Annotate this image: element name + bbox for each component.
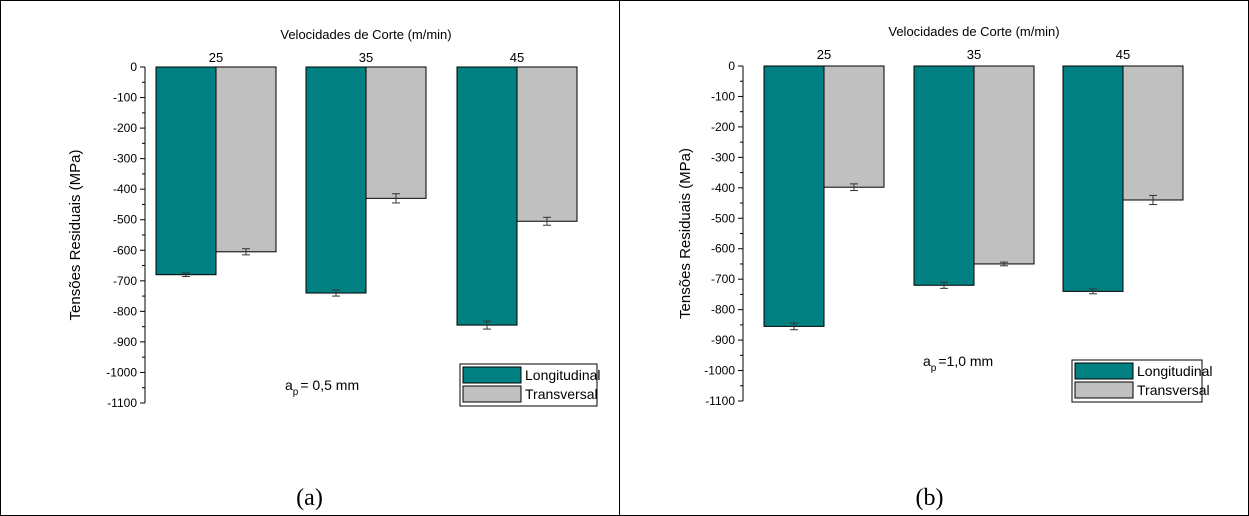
panel-b-caption: (b) xyxy=(915,485,944,511)
y-tick-label: -400 xyxy=(711,181,735,195)
legend-swatch-longitudinal xyxy=(462,366,522,384)
y-tick-label: -300 xyxy=(711,150,735,164)
legend-label: Longitudinal xyxy=(1137,363,1213,379)
annotation-value: = 0,5 mm xyxy=(300,377,359,393)
bar-transversal xyxy=(1122,65,1184,201)
y-tick-label: -900 xyxy=(711,333,735,347)
legend-swatch-transversal xyxy=(462,385,522,403)
y-tick-label: 0 xyxy=(130,60,137,74)
bar-transversal xyxy=(516,66,578,222)
bar-longitudinal xyxy=(913,65,975,286)
y-tick-label: -1100 xyxy=(107,396,137,410)
bar-longitudinal xyxy=(155,66,217,276)
annotation-subscript: p xyxy=(293,387,299,398)
category-label: 45 xyxy=(510,50,524,65)
annotation-symbol: a xyxy=(285,377,293,393)
y-tick-label: -1000 xyxy=(106,365,137,379)
category-label: 45 xyxy=(1116,47,1130,62)
legend-label: Transversal xyxy=(1137,382,1210,398)
legend-label: Transversal xyxy=(525,386,598,402)
y-tick-label: -900 xyxy=(113,335,137,349)
top-axis-title: Velocidades de Corte (m/min) xyxy=(888,24,1059,39)
bar-longitudinal xyxy=(305,66,367,294)
y-tick-label: -200 xyxy=(711,120,735,134)
annotation-symbol: a xyxy=(923,353,931,369)
y-tick-label: -800 xyxy=(711,303,735,317)
annotation-subscript: p xyxy=(931,363,937,374)
depth-annotation: ap = 0,5 mm xyxy=(285,377,359,398)
category-label: 25 xyxy=(817,47,831,62)
bar-longitudinal xyxy=(763,65,825,327)
y-tick-label: -500 xyxy=(711,211,735,225)
y-axis-label: Tensões Residuais (MPa) xyxy=(67,150,84,321)
annotation-value: =1,0 mm xyxy=(938,353,993,369)
y-tick-label: -1000 xyxy=(704,364,735,378)
y-tick-label: -700 xyxy=(711,272,735,286)
y-tick-label: -500 xyxy=(113,213,137,227)
legend-label: Longitudinal xyxy=(525,367,601,383)
y-tick-label: -600 xyxy=(113,243,137,257)
bar-transversal xyxy=(215,66,277,253)
top-axis-title: Velocidades de Corte (m/min) xyxy=(280,27,451,42)
panel-divider xyxy=(619,0,620,516)
panel-a-caption: (a) xyxy=(296,485,323,511)
legend-swatch-transversal xyxy=(1074,381,1134,399)
chart-b-svg: Velocidades de Corte (m/min) Tensões Resi… xyxy=(677,24,1213,408)
chart-a-svg: Velocidades de Corte (m/min) Tensões Resi… xyxy=(67,27,601,410)
legend-swatch-longitudinal xyxy=(1074,362,1134,380)
y-tick-label: -400 xyxy=(113,182,137,196)
y-tick-label: -1100 xyxy=(705,394,735,408)
y-tick-label: -700 xyxy=(113,274,137,288)
y-tick-label: -100 xyxy=(113,91,137,105)
chart-panel-a: Velocidades de Corte (m/min) Tensões Resi… xyxy=(0,0,619,516)
y-axis-label: Tensões Residuais (MPa) xyxy=(677,148,694,319)
bar-longitudinal xyxy=(1062,65,1124,292)
bar-longitudinal xyxy=(456,66,518,326)
y-tick-label: -600 xyxy=(711,242,735,256)
bar-transversal xyxy=(823,65,885,188)
y-tick-label: 0 xyxy=(728,59,735,73)
bar-transversal xyxy=(973,65,1035,265)
y-tick-label: -200 xyxy=(113,121,137,135)
y-tick-label: -800 xyxy=(113,304,137,318)
category-label: 35 xyxy=(967,47,981,62)
category-label: 25 xyxy=(209,50,223,65)
bar-transversal xyxy=(365,66,427,199)
chart-panel-b: Velocidades de Corte (m/min) Tensões Resi… xyxy=(620,0,1239,516)
y-tick-label: -100 xyxy=(711,89,735,103)
y-tick-label: -300 xyxy=(113,152,137,166)
depth-annotation: ap =1,0 mm xyxy=(923,353,993,374)
category-label: 35 xyxy=(359,50,373,65)
